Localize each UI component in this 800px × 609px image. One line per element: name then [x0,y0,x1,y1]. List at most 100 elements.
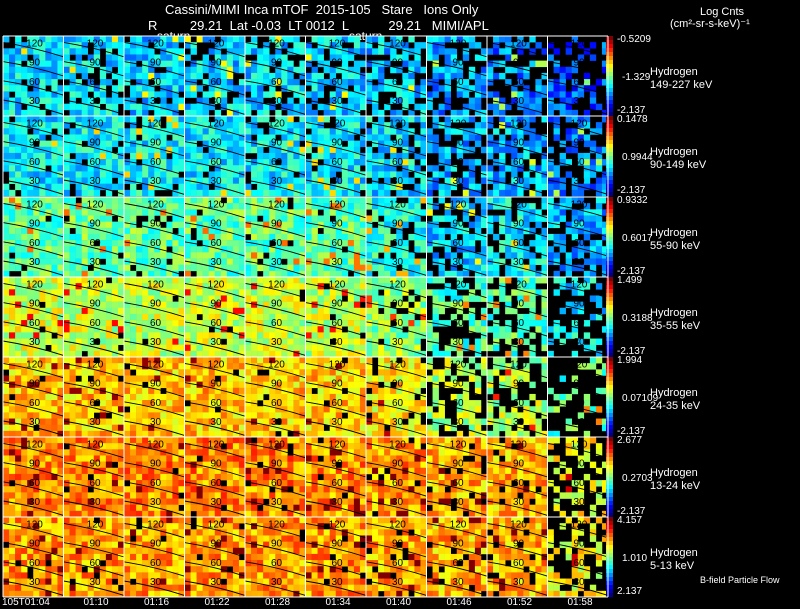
heatmap-cell [384,60,391,68]
heatmap-cell [511,183,518,191]
heatmap-cell [589,209,597,216]
heatmap-cell [39,240,46,247]
heatmap-cell [263,54,270,61]
heatmap-cell [444,189,451,197]
heatmap-cell [390,109,397,117]
heatmap-cell [426,332,433,339]
heatmap-cell [99,159,107,166]
heatmap-cell [178,264,185,272]
heatmap-cell [414,264,421,272]
heatmap-cell [142,258,149,265]
heatmap-cell [160,60,167,68]
heatmap-cell [51,79,58,86]
heatmap-cell [9,85,16,92]
heatmap-cell [438,240,445,247]
heatmap-cell [111,264,119,272]
heatmap-cell [172,42,179,49]
heatmap-cell [275,97,282,104]
heatmap-cell [178,203,185,210]
heatmap-cell [105,48,113,55]
colorbar-step [606,124,613,129]
heatmap-cell [9,332,16,339]
heatmap-cell [111,209,119,216]
heatmap-cell [263,165,270,172]
heatmap-cell [27,227,34,235]
heatmap-cell [15,54,22,61]
heatmap-cell [287,109,294,117]
heatmap-cell [27,375,34,382]
heatmap-cell [39,295,46,302]
heatmap-cell [220,54,228,61]
heatmap-cell [257,128,264,135]
heatmap-cell [511,246,518,253]
heatmap-cell [595,197,603,204]
heatmap-cell [81,320,88,327]
heatmap-cell [414,183,421,191]
heatmap-cell [57,357,64,364]
heatmap-cell [238,209,246,216]
heatmap-cell [111,357,119,364]
heatmap-cell [329,159,337,166]
heatmap-cell [160,363,167,370]
heatmap-cell [57,289,64,296]
heatmap-cell [535,171,542,178]
pitch-angle-contour [2,99,64,115]
pitch-angle-label: 60 [150,318,162,329]
heatmap-cell [553,289,560,296]
heatmap-cell [178,406,185,413]
heatmap-cell [432,332,439,339]
heatmap-cell [232,109,240,117]
pitch-angle-label: 90 [89,299,101,310]
heatmap-cell [117,177,125,184]
heatmap-cell [372,103,379,111]
heatmap-cell [420,295,427,302]
heatmap-cell [232,227,240,235]
colorbar-step [606,209,613,214]
heatmap-cell [402,103,409,111]
heatmap-cell [39,320,46,327]
pitch-angle-label: 90 [210,138,222,149]
heatmap-cell [293,165,300,172]
heatmap-cell [323,295,330,302]
heatmap-cell [87,313,95,321]
heatmap-cell [565,103,572,111]
heatmap-cell [517,42,524,49]
heatmap-cell [142,375,149,382]
heatmap-cell [384,320,391,327]
heatmap-cell [99,165,107,172]
heatmap-cell [257,252,264,259]
heatmap-cell [257,209,264,216]
heatmap-cell [117,258,125,265]
heatmap-cell [414,215,421,222]
heatmap-cell [196,215,203,222]
pitch-angle-label: 30 [573,96,585,107]
heatmap-cell [81,338,88,345]
pitch-angle-label: 60 [29,157,41,168]
heatmap-cell [81,258,88,265]
heatmap-cell [214,240,222,247]
heatmap-cell [577,240,585,247]
heatmap-cell [160,128,167,135]
heatmap-cell [160,171,167,178]
heatmap-cell [499,146,506,154]
heatmap-cell [238,146,246,154]
heatmap-cell [287,134,294,141]
heatmap-cell [142,221,149,229]
heatmap-cell [232,159,240,166]
pitch-angle-label: 120 [87,118,104,129]
heatmap-cell [196,36,203,43]
heatmap-cell [111,72,119,80]
pitch-angle-label: 90 [452,219,464,230]
heatmap-cell [305,301,312,309]
heatmap-cell [196,189,203,197]
heatmap-cell [414,350,421,358]
heatmap-cell [87,165,95,172]
heatmap-cell [81,375,88,382]
heatmap-cell [87,85,95,92]
heatmap-cell [166,146,173,154]
pitch-angle-label: 120 [329,38,346,49]
heatmap-cell [583,277,591,284]
heatmap-cell [493,72,500,80]
heatmap-cell [130,140,137,148]
